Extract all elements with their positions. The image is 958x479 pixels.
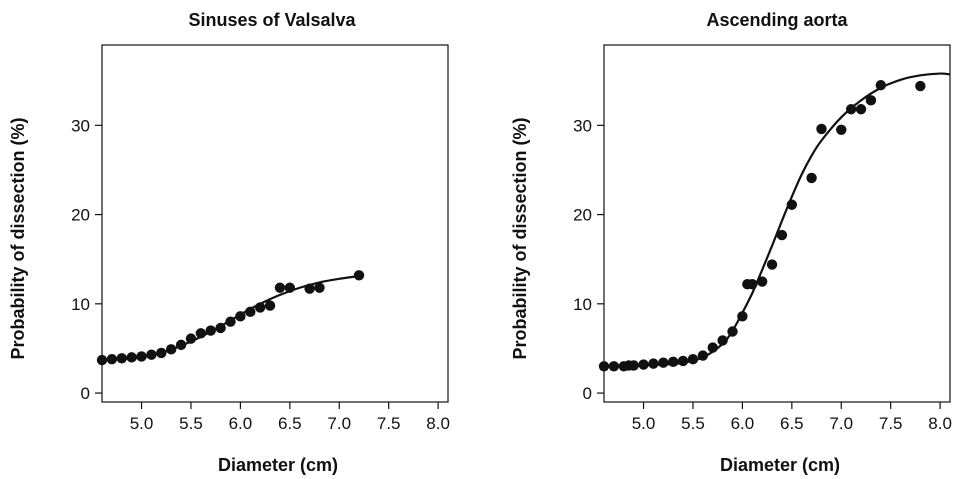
y-tick-label: 30 [573,116,592,135]
data-point [658,357,669,368]
x-tick-label: 6.5 [780,414,804,433]
data-point [96,354,108,366]
plot-frame [603,44,951,403]
data-point [677,355,689,367]
data-point [284,282,296,293]
x-tick-label: 5.0 [130,414,154,433]
chart-title: Sinuses of Valsalva [188,10,356,30]
data-point [915,80,926,92]
data-point [205,325,216,336]
data-point [687,353,699,365]
data-point [816,123,827,135]
x-tick-label: 5.0 [632,414,656,433]
x-tick-label: 5.5 [179,414,203,433]
data-point [776,229,788,241]
data-point [756,276,768,287]
data-point [353,270,365,281]
data-point [146,349,157,360]
data-point [747,278,758,290]
chart-ascending-aorta: Ascending aorta 5.0 5.5 6.0 6.5 7.0 7.5 8.0 0 10 2… [510,10,952,475]
x-tick-label: 7.0 [829,414,853,433]
data-point [766,259,778,270]
data-point [638,359,649,370]
x-tick-label: 8.0 [426,414,450,433]
data-point [314,282,325,293]
data-point [786,199,798,210]
data-point [697,350,709,361]
x-tick-label: 6.0 [229,414,253,433]
y-tick-label: 20 [573,206,592,225]
data-point [707,342,718,353]
x-tick-label: 5.5 [681,414,705,433]
y-tick-label: 0 [81,384,90,403]
y-tick-label: 30 [71,116,90,135]
data-point [608,361,620,372]
data-point [648,358,659,369]
data-point [136,351,147,362]
data-point [264,300,276,311]
data-point [717,335,728,346]
data-point [225,316,236,327]
x-tick-label: 6.5 [278,414,302,433]
data-point [175,339,187,351]
data-point [116,353,127,364]
data-point [304,283,315,294]
x-tick-label: 7.5 [879,414,903,433]
data-point [836,124,847,135]
data-point [185,333,197,344]
x-tick-label: 7.5 [377,414,401,433]
x-axis-label: Diameter (cm) [218,455,338,475]
x-tick-label: 7.0 [327,414,351,433]
data-point [628,360,639,371]
data-point [855,104,867,115]
x-axis-label: Diameter (cm) [720,455,840,475]
chart-title: Ascending aorta [706,10,848,30]
data-point [195,328,207,339]
y-tick-label: 10 [71,295,90,314]
data-point [156,347,167,359]
x-tick-label: 6.0 [731,414,755,433]
data-point [235,311,246,322]
data-point [806,172,817,184]
y-axis-label: Probability of dissection (%) [510,117,530,359]
data-point [215,322,226,334]
y-axis-label: Probability of dissection (%) [8,117,28,359]
data-point [737,311,748,322]
data-point [875,79,886,91]
fit-curve-line [604,72,950,368]
data-point [845,104,857,115]
chart-sinuses-of-valsalva: Sinuses of Valsalva 5.0 5.5 6.0 6.5 7.0 7.5 8.0… [8,10,450,475]
data-point [245,306,256,318]
plot-frame [101,44,449,403]
data-point [254,302,266,313]
data-point [166,344,177,355]
y-tick-label: 0 [583,384,592,403]
data-point [727,326,738,337]
data-point [274,282,286,293]
y-tick-label: 10 [573,295,592,314]
data-point [598,361,610,372]
data-point [865,95,877,106]
data-point [126,352,137,363]
y-tick-label: 20 [71,206,90,225]
x-tick-label: 8.0 [928,414,952,433]
data-point [106,353,118,365]
data-point [668,356,679,368]
